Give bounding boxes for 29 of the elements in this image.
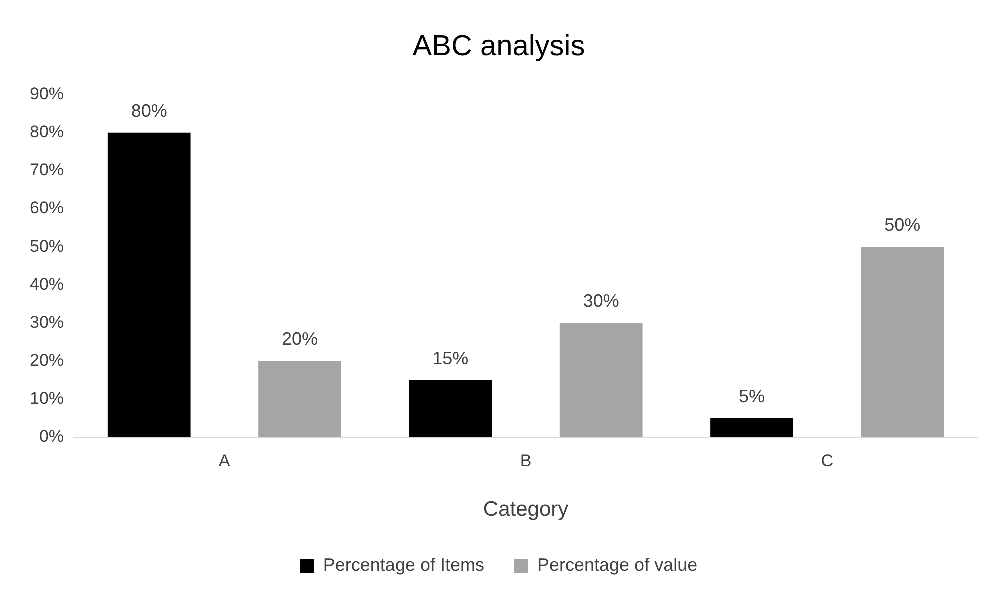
bar (861, 247, 944, 438)
bar (258, 361, 342, 438)
bar (108, 132, 191, 438)
x-tick-label: A (219, 451, 232, 470)
y-tick-label: 10% (30, 389, 64, 408)
data-label: 50% (884, 215, 921, 236)
y-tick-label: 50% (30, 236, 64, 256)
data-label: 30% (583, 291, 620, 312)
y-tick-label: 60% (30, 198, 64, 218)
legend-label: Percentage of value (537, 554, 698, 575)
data-label: 5% (739, 386, 766, 406)
legend-label: Percentage of Items (323, 554, 484, 575)
bar (560, 323, 643, 438)
y-tick-label: 30% (30, 312, 64, 332)
y-tick-label: 20% (30, 350, 64, 370)
y-tick-label: 70% (30, 160, 64, 180)
chart-title: ABC analysis (412, 30, 586, 62)
y-tick-label: 0% (39, 427, 64, 446)
x-tick-label: B (520, 451, 532, 470)
y-tick-label: 90% (30, 84, 64, 104)
x-axis-title: Category (483, 498, 570, 522)
data-label: 20% (282, 329, 318, 350)
bar (409, 380, 492, 438)
x-tick-label: C (821, 451, 834, 470)
y-tick-label: 40% (30, 274, 64, 294)
data-label: 80% (131, 100, 168, 121)
bar (710, 418, 794, 438)
y-tick-label: 80% (30, 122, 64, 142)
data-label: 15% (432, 348, 469, 368)
